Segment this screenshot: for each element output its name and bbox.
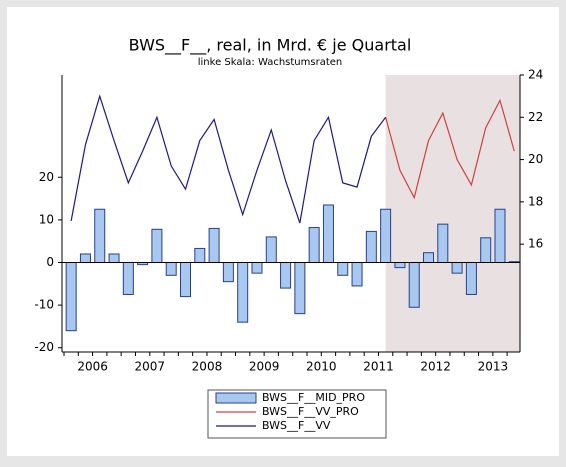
y-tick-label: 20 [39, 170, 54, 184]
line [385, 98, 515, 200]
bar [165, 262, 177, 276]
legend-swatch [215, 392, 257, 404]
bar [423, 252, 435, 264]
bar [251, 262, 263, 274]
bar [322, 204, 334, 264]
bar [408, 262, 420, 308]
y-tick-label: -10 [34, 298, 54, 312]
x-tick-label: 2006 [77, 360, 108, 374]
bar [280, 262, 292, 289]
bar [151, 228, 163, 264]
bar [79, 253, 91, 264]
bar [194, 247, 206, 264]
bar [365, 230, 377, 264]
y-tick-label: 0 [46, 255, 54, 269]
bar [65, 262, 77, 332]
chart-subtitle: linke Skala: Wachstumsraten [198, 57, 343, 68]
bar [337, 262, 349, 276]
x-tick-label: 2012 [420, 360, 451, 374]
x-tick-label: 2007 [134, 360, 165, 374]
legend-label: BWS__F__MID_PRO [262, 391, 365, 404]
y2-tick-label: 18 [528, 194, 543, 208]
bar [465, 262, 477, 295]
y2-tick-label: 22 [528, 110, 543, 124]
bar [122, 262, 134, 295]
bar [265, 236, 277, 264]
bar [480, 237, 492, 264]
bar [180, 262, 192, 298]
x-tick-label: 2008 [192, 360, 223, 374]
bar [308, 227, 320, 264]
bar [222, 262, 234, 283]
y-tick-label: 10 [39, 212, 54, 226]
chart-title: BWS__F__, real, in Mrd. € je Quartal [129, 36, 412, 56]
x-tick-label: 2009 [249, 360, 280, 374]
bar [494, 208, 506, 264]
y2-tick-label: 16 [528, 237, 543, 251]
y2-tick-label: 20 [528, 152, 543, 166]
x-tick-label: 2011 [363, 360, 394, 374]
legend-label: BWS__F__VV [262, 419, 331, 432]
x-tick-label: 2013 [478, 360, 509, 374]
bar [237, 262, 249, 323]
y2-tick-label: 24 [528, 68, 543, 82]
legend-label: BWS__F__VV_PRO [262, 405, 359, 418]
bar [208, 227, 220, 264]
bar [108, 253, 120, 264]
bar [451, 262, 463, 274]
bar [380, 208, 392, 264]
bar [437, 223, 449, 264]
bar [94, 208, 106, 264]
bar [294, 262, 306, 315]
x-tick-label: 2010 [306, 360, 337, 374]
line [70, 94, 387, 224]
bar [394, 262, 406, 269]
y-tick-label: -20 [34, 340, 54, 354]
bar [351, 262, 363, 287]
